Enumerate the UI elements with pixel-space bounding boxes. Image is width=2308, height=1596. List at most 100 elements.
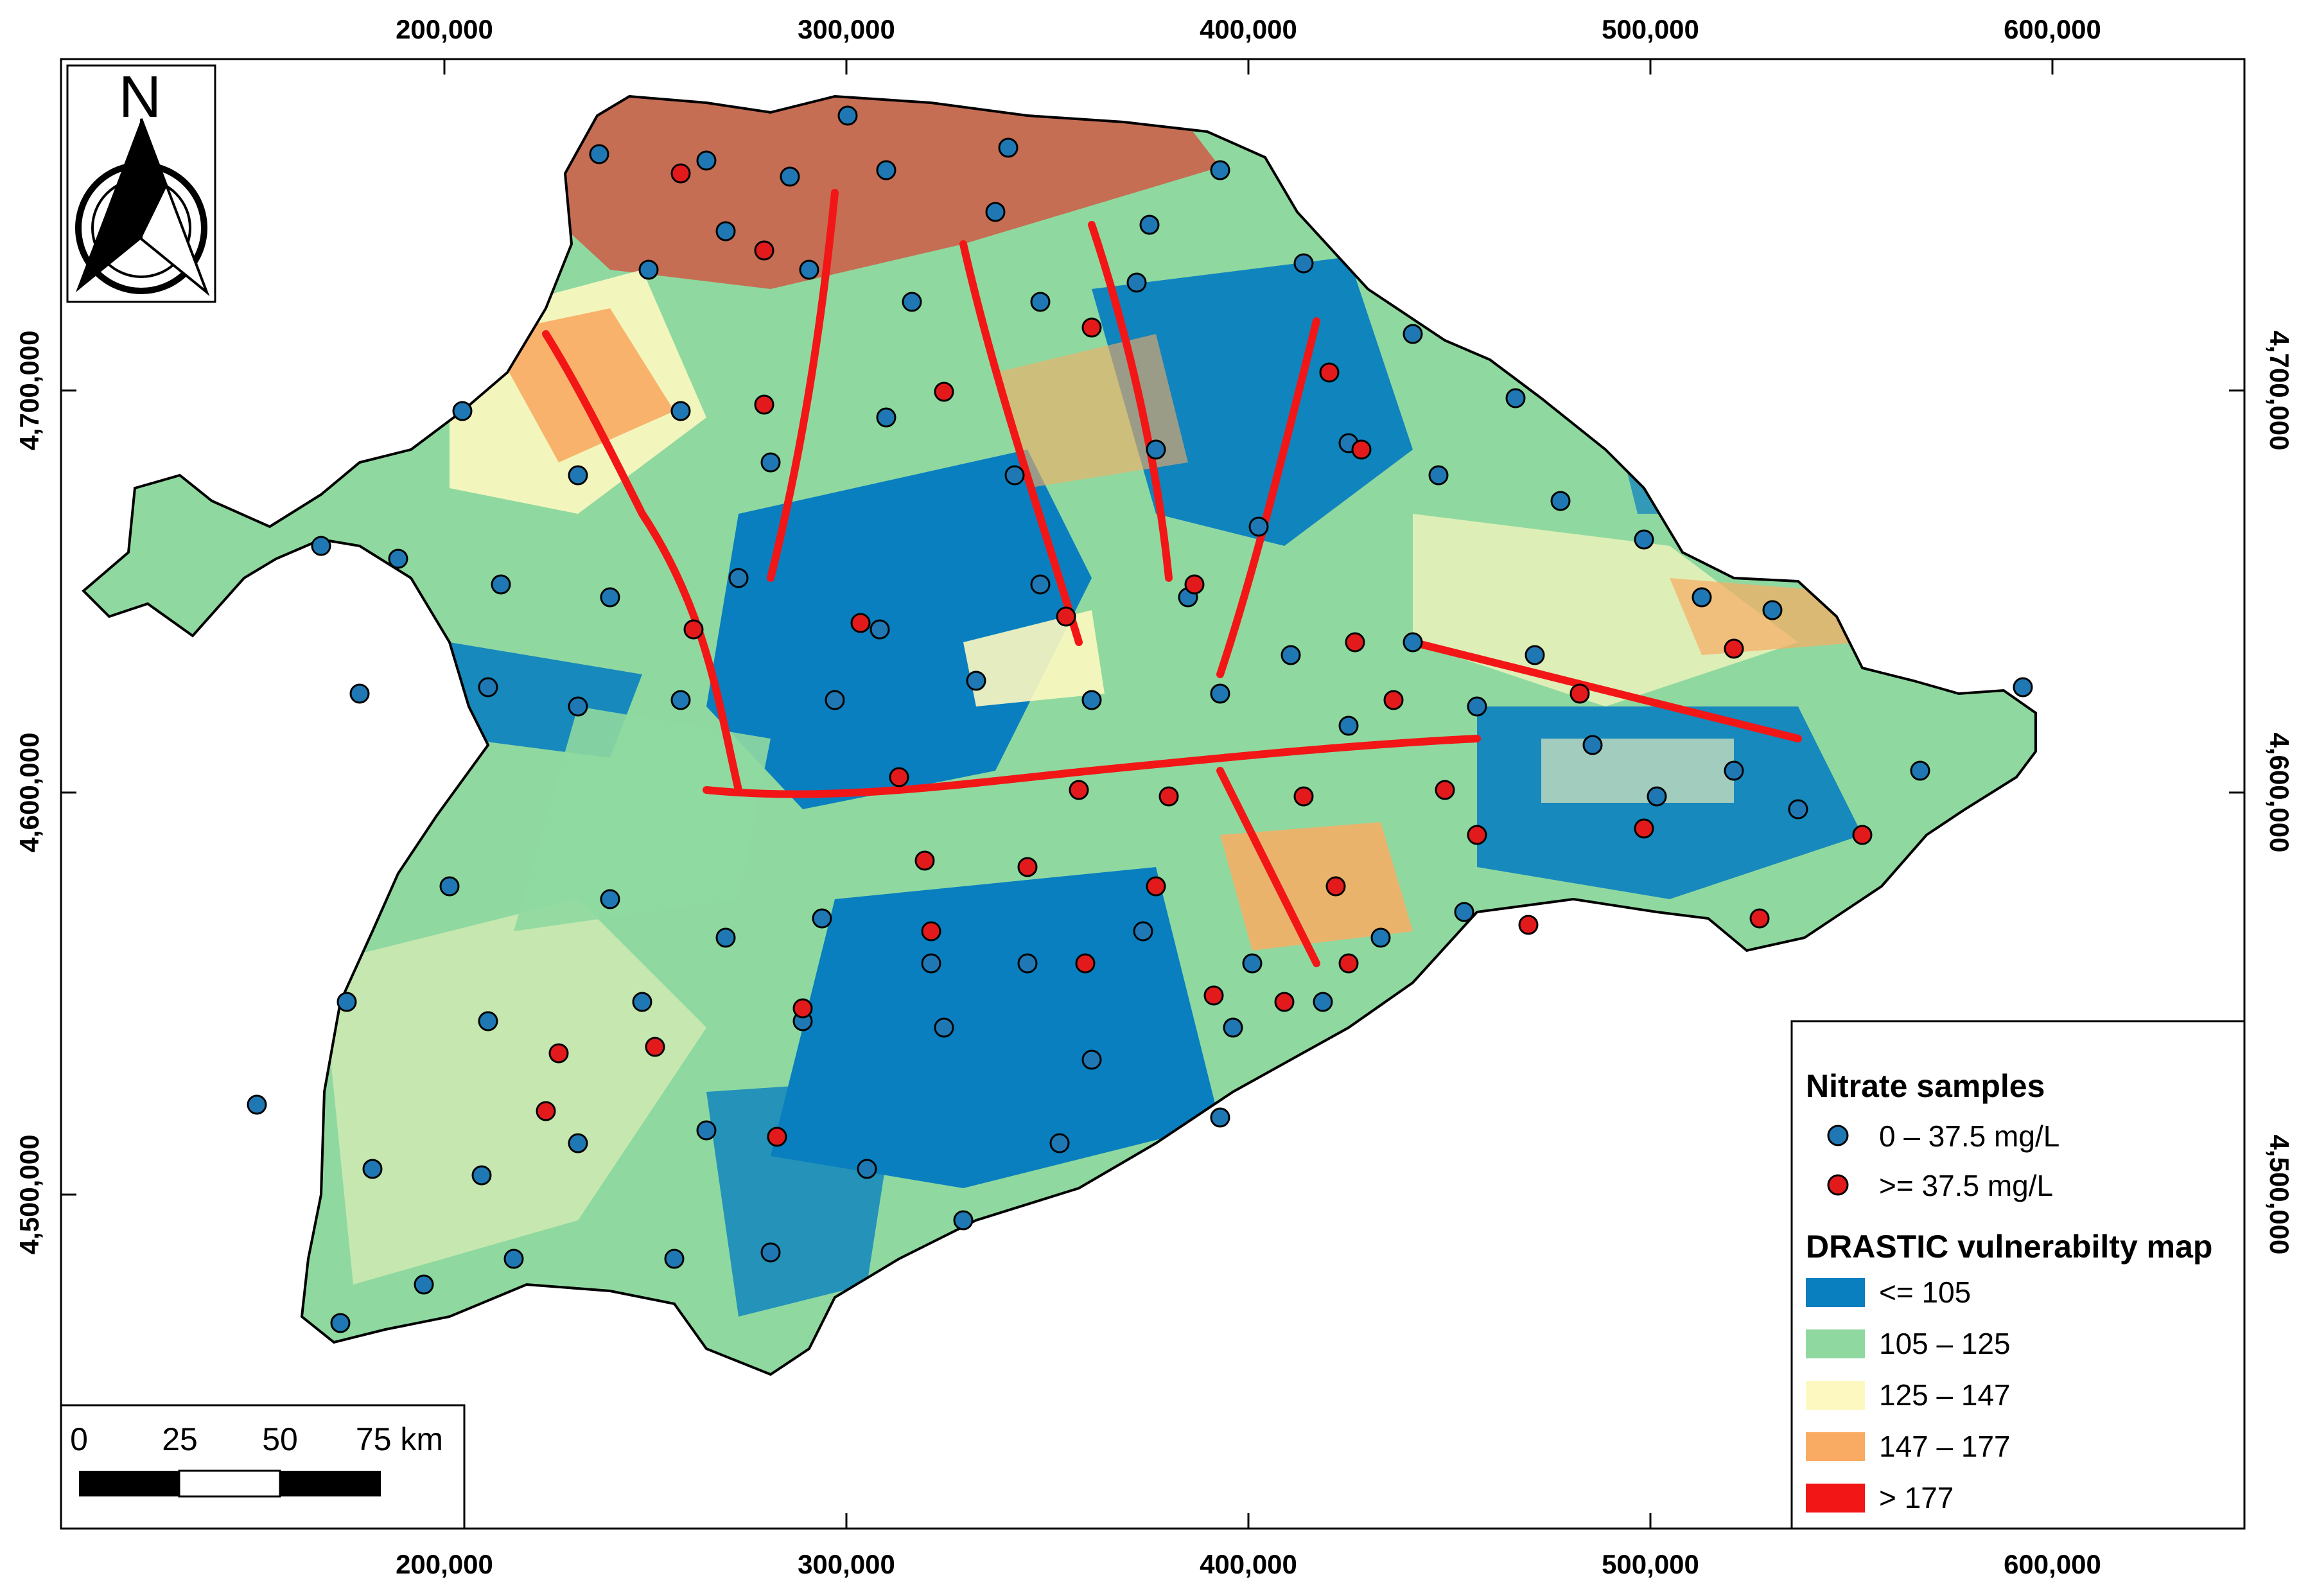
sample-high-32 [1203, 985, 1224, 1006]
sample-low-67 [1370, 927, 1391, 948]
sample-high-3 [1081, 317, 1102, 338]
sample-high-9 [1056, 606, 1076, 627]
sample-low-5 [837, 105, 858, 126]
vulnerability-zone-15 [514, 706, 771, 931]
sample-high-35 [536, 1101, 556, 1121]
legend-swatch-4 [1806, 1484, 1865, 1513]
legend-box [1790, 1020, 2246, 1530]
scale-segment-2 [178, 1469, 281, 1498]
sample-low-55 [1724, 760, 1744, 781]
sample-high-1 [754, 240, 774, 261]
sample-low-21 [876, 407, 896, 428]
sample-low-20 [760, 452, 781, 473]
sample-low-64 [1017, 953, 1038, 974]
sample-high-30 [921, 921, 941, 942]
sample-low-68 [1454, 902, 1474, 922]
sample-low-41 [1692, 587, 1712, 608]
legend-class-label-4: > 177 [1879, 1481, 1954, 1514]
sample-high-38 [1274, 992, 1295, 1012]
sample-low-33 [728, 568, 749, 588]
y-tick-left-2: 4,500,000 [14, 1135, 44, 1255]
sample-low-78 [362, 1159, 383, 1179]
x-tick-top-0: 200,000 [396, 14, 493, 44]
sample-high-29 [792, 998, 813, 1019]
vulnerability-zone-14 [963, 610, 1105, 706]
sample-low-69 [337, 992, 357, 1012]
legend-swatch-1 [1806, 1329, 1865, 1358]
vulnerability-zone-9 [321, 899, 706, 1285]
vulnerability-zone-13 [995, 334, 1188, 488]
sample-high-37 [767, 1127, 787, 1147]
scale-bar: 0 25 50 75 km [60, 1404, 466, 1530]
sample-low-71 [632, 992, 652, 1012]
sample-low-84 [1210, 1107, 1230, 1128]
sample-low-10 [715, 221, 736, 241]
sample-low-63 [921, 953, 941, 974]
sample-low-24 [1248, 516, 1269, 537]
sample-low-30 [388, 548, 408, 569]
legend-swatch-0 [1806, 1278, 1865, 1307]
sample-low-17 [452, 401, 473, 421]
sample-low-75 [1223, 1017, 1243, 1038]
sample-low-35 [1030, 574, 1051, 595]
x-tick-top-3: 500,000 [1602, 14, 1699, 44]
sample-low-42 [1762, 600, 1783, 620]
vulnerability-zone-2 [488, 308, 674, 462]
legend-swatch-2 [1806, 1381, 1865, 1410]
x-tick-top-2: 400,000 [1200, 14, 1297, 44]
sample-low-34 [870, 619, 890, 640]
sample-low-43 [349, 683, 370, 704]
river-channel-4 [1216, 317, 1320, 678]
river-channel-0 [703, 735, 1481, 798]
legend-swatch-3 [1806, 1432, 1865, 1461]
sample-low-83 [1049, 1133, 1070, 1153]
north-arrow: N [66, 64, 216, 303]
sample-high-25 [1325, 876, 1346, 897]
legend-sample-label-high: >= 37.5 mg/L [1879, 1169, 2053, 1202]
sample-high-10 [1184, 574, 1205, 595]
sample-low-53 [1582, 735, 1603, 755]
sample-high-28 [645, 1037, 665, 1057]
y-tick-left-1: 4,600,000 [14, 733, 44, 853]
scale-segment-1 [79, 1471, 179, 1496]
sample-high-24 [1146, 876, 1166, 897]
x-tick-top-4: 600,000 [2004, 14, 2101, 44]
north-arrow-icon [75, 118, 210, 297]
sample-high-26 [1467, 825, 1487, 845]
sample-high-6 [754, 394, 774, 415]
sample-low-89 [760, 1242, 781, 1263]
river-channel-1 [542, 330, 742, 794]
sample-high-0 [670, 163, 691, 184]
sample-low-45 [568, 696, 588, 717]
vulnerability-zone-3 [706, 450, 1092, 809]
scale-label-0: 0 [70, 1421, 88, 1457]
sample-low-37 [1281, 645, 1301, 665]
sample-high-18 [1293, 786, 1314, 807]
river-channel-2 [959, 240, 1083, 646]
sample-low-23 [1146, 439, 1166, 460]
vulnerability-zone-17 [706, 1079, 899, 1317]
sample-low-58 [2013, 677, 2033, 697]
y-tick-right-1: 4,600,000 [2264, 733, 2295, 853]
sample-high-4 [1319, 362, 1340, 383]
sample-high-8 [850, 613, 871, 633]
sample-low-2 [780, 166, 800, 187]
sample-low-47 [825, 690, 845, 710]
x-tick-bottom-0: 200,000 [396, 1549, 493, 1579]
legend-sample-symbol-high [1827, 1174, 1849, 1196]
sample-low-86 [414, 1274, 434, 1295]
sample-low-32 [600, 587, 620, 608]
sample-high-20 [1634, 818, 1654, 839]
sample-low-77 [247, 1094, 267, 1115]
sample-low-87 [503, 1249, 524, 1269]
sample-low-88 [664, 1249, 685, 1269]
sample-high-12 [1383, 690, 1404, 710]
sample-low-11 [799, 259, 819, 280]
sample-low-85 [330, 1313, 351, 1333]
scale-label-25: 25 [162, 1421, 198, 1457]
scale-segment-3 [280, 1471, 381, 1496]
sample-low-82 [857, 1159, 877, 1179]
sample-low-73 [934, 1017, 954, 1038]
nitrate-sample-points [247, 105, 2033, 1333]
